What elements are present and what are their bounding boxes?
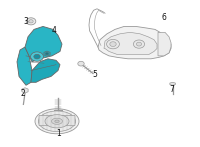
Circle shape bbox=[45, 52, 49, 55]
Text: 4: 4 bbox=[52, 26, 56, 35]
Circle shape bbox=[107, 39, 119, 49]
Text: 6: 6 bbox=[162, 13, 166, 22]
Polygon shape bbox=[44, 51, 50, 56]
Text: 5: 5 bbox=[93, 70, 97, 80]
Polygon shape bbox=[170, 82, 175, 85]
Text: 2: 2 bbox=[21, 89, 25, 98]
Circle shape bbox=[110, 42, 116, 46]
Circle shape bbox=[34, 54, 40, 59]
Polygon shape bbox=[25, 26, 62, 62]
Circle shape bbox=[133, 40, 145, 48]
Circle shape bbox=[26, 18, 36, 25]
Polygon shape bbox=[104, 32, 157, 54]
Polygon shape bbox=[31, 59, 60, 82]
Polygon shape bbox=[22, 88, 28, 93]
FancyBboxPatch shape bbox=[39, 115, 75, 126]
Ellipse shape bbox=[38, 111, 76, 132]
Circle shape bbox=[78, 61, 84, 66]
Ellipse shape bbox=[55, 120, 59, 123]
Circle shape bbox=[136, 42, 142, 46]
Text: 3: 3 bbox=[23, 17, 28, 26]
Ellipse shape bbox=[35, 109, 79, 134]
Circle shape bbox=[31, 52, 43, 61]
Ellipse shape bbox=[51, 118, 62, 124]
Circle shape bbox=[29, 20, 33, 23]
Polygon shape bbox=[98, 26, 171, 59]
Text: 7: 7 bbox=[170, 85, 174, 94]
Polygon shape bbox=[17, 47, 32, 85]
Ellipse shape bbox=[45, 115, 69, 128]
Polygon shape bbox=[158, 32, 171, 56]
Text: 1: 1 bbox=[57, 128, 61, 138]
